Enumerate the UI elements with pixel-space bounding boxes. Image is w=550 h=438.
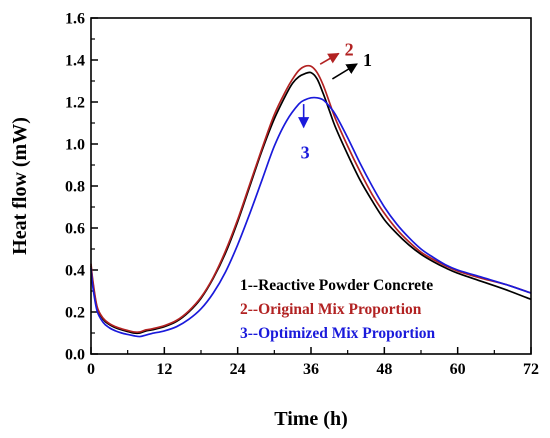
series-line-1 bbox=[90, 71, 532, 335]
y-tick-label: 0.8 bbox=[65, 179, 85, 196]
x-tick-label: 36 bbox=[303, 361, 319, 378]
y-tick-label: 1.6 bbox=[65, 11, 85, 28]
y-tick-label: 1.4 bbox=[65, 53, 85, 70]
y-tick-label: 1.2 bbox=[65, 95, 85, 112]
annotation-label: 1 bbox=[363, 50, 372, 70]
x-tick-label: 12 bbox=[156, 361, 172, 378]
annotation-label: 2 bbox=[345, 40, 354, 60]
y-tick-label: 1.0 bbox=[65, 137, 85, 154]
x-tick-label: 72 bbox=[523, 361, 539, 378]
x-tick-label: 0 bbox=[87, 361, 95, 378]
y-tick-label: 0.6 bbox=[65, 221, 85, 238]
y-axis-label: Heat flow (mW) bbox=[9, 117, 31, 255]
plot-frame bbox=[90, 17, 532, 355]
y-tick-label: 0.2 bbox=[65, 305, 85, 322]
x-tick-label: 24 bbox=[230, 361, 246, 378]
x-tick-label: 48 bbox=[376, 361, 392, 378]
y-tick-label: 0.4 bbox=[65, 263, 85, 280]
series-line-2 bbox=[90, 64, 532, 334]
x-axis-label: Time (h) bbox=[274, 408, 348, 430]
annotation-arrow bbox=[319, 52, 340, 65]
annotation-label: 3 bbox=[301, 142, 310, 162]
y-tick-label: 0.0 bbox=[65, 347, 85, 364]
legend-entry-3: 3--Optimized Mix Proportion bbox=[240, 325, 436, 342]
annotation-arrow bbox=[331, 63, 358, 80]
legend-entry-2: 2--Original Mix Proportion bbox=[240, 301, 422, 318]
x-tick-label: 60 bbox=[450, 361, 466, 378]
series-line-3 bbox=[90, 96, 532, 338]
legend-entry-1: 1--Reactive Powder Concrete bbox=[240, 277, 433, 294]
